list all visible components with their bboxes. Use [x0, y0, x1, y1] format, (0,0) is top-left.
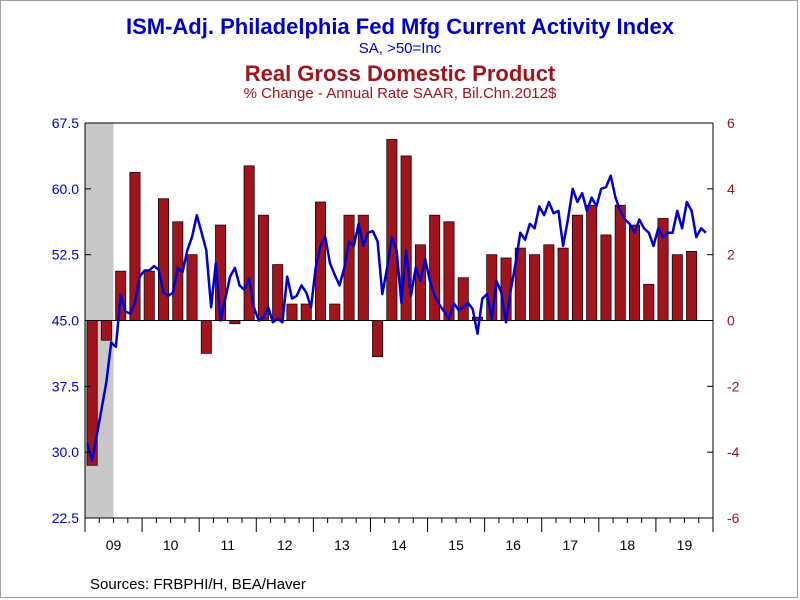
right-tick-label: 0 — [727, 313, 735, 329]
gdp-bar-2012Q2 — [272, 264, 284, 321]
gdp-bar-2012Q3 — [286, 303, 298, 321]
x-tick-label: 14 — [391, 537, 407, 553]
left-tick-label: 22.5 — [52, 510, 79, 526]
gdp-bar-2013Q2 — [329, 303, 341, 321]
gdp-bar-2012Q1 — [257, 214, 269, 321]
x-tick-label: 13 — [334, 537, 350, 553]
x-tick-label: 12 — [277, 537, 293, 553]
gdp-bar-2015Q3 — [457, 277, 469, 321]
x-tick-label: 09 — [106, 537, 122, 553]
gdp-bar-2010Q4 — [186, 254, 198, 321]
right-tick-label: 2 — [727, 247, 735, 263]
gdp-bar-2019Q3 — [686, 251, 698, 321]
gdp-bar-2017Q2 — [557, 247, 569, 321]
x-tick-label: 17 — [562, 537, 578, 553]
right-tick-label: -4 — [727, 444, 740, 460]
gdp-bar-2010Q1 — [143, 270, 155, 321]
gdp-bar-2019Q2 — [671, 254, 683, 321]
chart-subtitle-2: % Change - Annual Rate SAAR, Bil.Chn.201… — [243, 85, 557, 102]
x-tick-label: 18 — [620, 537, 636, 553]
right-tick-label: 6 — [727, 115, 735, 131]
gdp-bar-2018Q3 — [629, 224, 640, 321]
chart-title: ISM-Adj. Philadelphia Fed Mfg Current Ac… — [125, 14, 674, 39]
gdp-bar-2017Q1 — [543, 244, 555, 321]
left-tick-label: 60.0 — [52, 181, 79, 197]
right-tick-label: 4 — [727, 181, 735, 197]
gdp-bar-2011Q1 — [200, 320, 212, 354]
philly-fed-line — [86, 174, 707, 463]
gdp-bar-2017Q3 — [571, 214, 583, 321]
x-tick-label: 11 — [220, 537, 235, 553]
x-tick-label: 19 — [677, 537, 693, 553]
left-tick-label: 30.0 — [52, 444, 79, 460]
left-tick-label: 67.5 — [52, 115, 79, 131]
gdp-bar-2018Q1 — [600, 234, 612, 321]
chart-title-2: Real Gross Domestic Product — [244, 61, 556, 86]
x-tick-label: 15 — [448, 537, 464, 553]
left-tick-label: 45.0 — [52, 313, 79, 329]
sources-note: Sources: FRBPHI/H, BEA/Haver — [90, 576, 306, 593]
gdp-bar-2016Q4 — [529, 254, 541, 321]
right-tick-label: -6 — [727, 510, 740, 526]
gdp-bar-2018Q4 — [643, 283, 655, 321]
gdp-bar-2010Q2 — [158, 198, 169, 321]
right-tick-label: -2 — [727, 378, 740, 394]
gdp-bar-2018Q2 — [614, 204, 626, 321]
gdp-bar-2009Q2 — [100, 320, 112, 341]
left-tick-label: 52.5 — [52, 247, 79, 263]
left-tick-label: 37.5 — [52, 378, 79, 394]
gdp-bar-2014Q1 — [372, 320, 384, 358]
chart-subtitle: SA, >50=Inc — [358, 40, 442, 57]
x-tick-label: 16 — [505, 537, 521, 553]
gdp-bar-2017Q4 — [586, 204, 598, 321]
gdp-bar-2014Q2 — [386, 139, 398, 321]
gdp-bar-2014Q4 — [414, 244, 426, 321]
x-tick-label: 10 — [163, 537, 179, 553]
